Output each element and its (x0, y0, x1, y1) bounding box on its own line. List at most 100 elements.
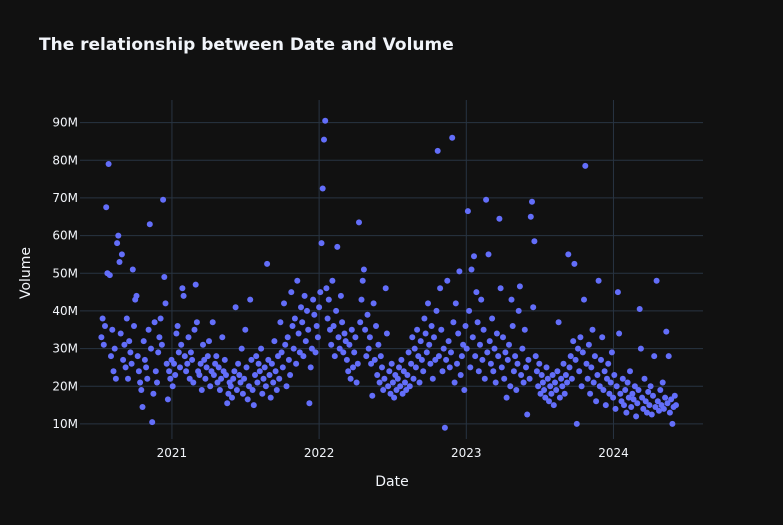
scatter-point-257[interactable] (409, 334, 416, 341)
scatter-point-59[interactable] (169, 383, 176, 390)
scatter-point-35[interactable] (140, 338, 147, 345)
scatter-point-74[interactable] (187, 349, 194, 356)
scatter-point-189[interactable] (327, 326, 333, 333)
scatter-point-219[interactable] (363, 353, 370, 360)
scatter-point-376[interactable] (553, 387, 560, 393)
scatter-point-45[interactable] (152, 368, 159, 375)
scatter-point-387[interactable] (566, 364, 573, 371)
scatter-point-149[interactable] (278, 349, 285, 356)
scatter-point-151[interactable] (281, 300, 287, 307)
scatter-point-186[interactable] (323, 285, 330, 292)
scatter-point-259[interactable] (411, 345, 418, 352)
scatter-point-89[interactable] (206, 338, 212, 345)
scatter-point-62[interactable] (173, 330, 180, 337)
scatter-point-53[interactable] (162, 300, 169, 307)
scatter-point-51[interactable] (160, 196, 167, 203)
scatter-point-305[interactable] (467, 364, 474, 371)
scatter-point-331[interactable] (498, 364, 505, 371)
scatter-point-388[interactable] (567, 353, 574, 360)
scatter-point-229[interactable] (375, 341, 382, 348)
scatter-point-446[interactable] (637, 345, 644, 352)
scatter-point-272[interactable] (427, 360, 434, 367)
scatter-point-14[interactable] (115, 232, 122, 239)
scatter-point-365[interactable] (539, 379, 546, 386)
scatter-point-312[interactable] (475, 368, 482, 375)
scatter-point-314[interactable] (478, 296, 485, 303)
scatter-point-409[interactable] (593, 398, 600, 405)
scatter-point-37[interactable] (143, 364, 150, 371)
scatter-point-18[interactable] (120, 356, 127, 363)
scatter-point-410[interactable] (594, 372, 601, 378)
scatter-point-152[interactable] (282, 341, 289, 348)
scatter-point-267[interactable] (421, 315, 428, 322)
scatter-point-134[interactable] (260, 375, 267, 382)
scatter-point-304[interactable] (466, 307, 473, 314)
scatter-point-302[interactable] (463, 345, 470, 352)
scatter-point-450[interactable] (642, 398, 649, 405)
scatter-point-120[interactable] (243, 364, 250, 371)
scatter-point-432[interactable] (621, 402, 627, 409)
scatter-point-310[interactable] (473, 289, 480, 296)
scatter-point-275[interactable] (431, 334, 437, 341)
scatter-point-258[interactable] (410, 375, 417, 382)
scatter-point-84[interactable] (200, 341, 206, 348)
scatter-point-107[interactable] (227, 383, 234, 390)
scatter-point-475[interactable] (673, 402, 679, 409)
scatter-point-36[interactable] (141, 356, 148, 363)
scatter-point-1[interactable] (99, 315, 106, 322)
scatter-point-468[interactable] (664, 400, 671, 407)
scatter-point-392[interactable] (572, 356, 579, 363)
scatter-point-358[interactable] (531, 238, 538, 245)
scatter-point-123[interactable] (247, 296, 254, 303)
scatter-point-380[interactable] (558, 375, 565, 382)
scatter-point-17[interactable] (118, 251, 125, 258)
scatter-point-308[interactable] (471, 253, 477, 260)
scatter-point-271[interactable] (426, 341, 433, 348)
scatter-point-73[interactable] (186, 375, 193, 382)
scatter-point-448[interactable] (640, 405, 647, 412)
scatter-point-12[interactable] (112, 375, 119, 382)
scatter-point-95[interactable] (213, 353, 220, 360)
scatter-point-204[interactable] (345, 368, 352, 375)
scatter-point-256[interactable] (408, 360, 415, 367)
scatter-point-369[interactable] (544, 375, 551, 382)
scatter-point-307[interactable] (469, 334, 476, 341)
scatter-point-77[interactable] (191, 326, 198, 333)
scatter-point-277[interactable] (433, 307, 440, 314)
scatter-point-469[interactable] (665, 353, 672, 360)
scatter-point-142[interactable] (270, 379, 277, 386)
scatter-point-371[interactable] (547, 383, 554, 390)
scatter-point-75[interactable] (189, 356, 196, 363)
scatter-point-154[interactable] (284, 334, 291, 341)
scatter-point-374[interactable] (550, 402, 557, 409)
scatter-point-235[interactable] (382, 285, 389, 292)
scatter-point-435[interactable] (624, 379, 631, 386)
scatter-point-19[interactable] (121, 341, 128, 348)
scatter-point-415[interactable] (600, 387, 607, 393)
scatter-point-155[interactable] (285, 356, 292, 363)
scatter-point-346[interactable] (516, 283, 523, 290)
scatter-point-113[interactable] (235, 360, 242, 367)
scatter-point-93[interactable] (210, 372, 217, 378)
scatter-point-178[interactable] (313, 323, 320, 329)
scatter-point-83[interactable] (198, 387, 205, 393)
scatter-point-172[interactable] (306, 400, 313, 407)
scatter-point-15[interactable] (116, 259, 123, 265)
scatter-point-190[interactable] (328, 341, 335, 348)
scatter-point-203[interactable] (343, 356, 350, 363)
scatter-point-274[interactable] (429, 375, 436, 382)
scatter-point-3[interactable] (102, 323, 108, 329)
scatter-point-460[interactable] (654, 398, 661, 405)
scatter-point-132[interactable] (258, 345, 265, 352)
scatter-point-266[interactable] (420, 368, 427, 375)
scatter-point-136[interactable] (262, 383, 269, 390)
scatter-point-382[interactable] (560, 360, 567, 367)
scatter-point-234[interactable] (381, 375, 388, 382)
scatter-point-129[interactable] (254, 379, 261, 386)
scatter-point-88[interactable] (204, 353, 211, 360)
scatter-point-419[interactable] (605, 360, 612, 367)
scatter-point-144[interactable] (272, 368, 279, 375)
scatter-point-252[interactable] (403, 387, 410, 393)
scatter-point-171[interactable] (305, 326, 312, 333)
scatter-point-359[interactable] (532, 353, 539, 360)
